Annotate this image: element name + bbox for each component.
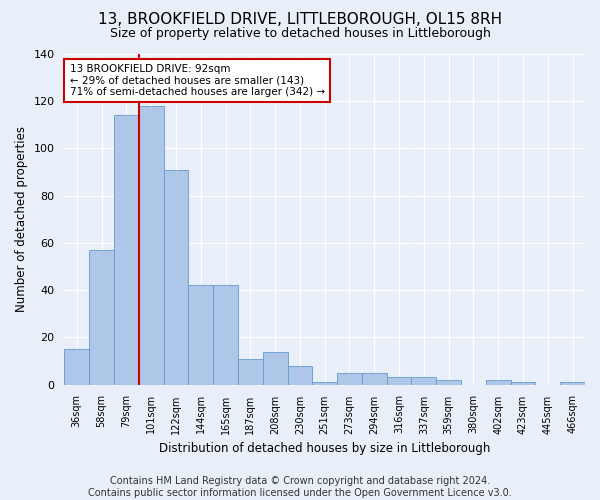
Text: Contains HM Land Registry data © Crown copyright and database right 2024.
Contai: Contains HM Land Registry data © Crown c…	[88, 476, 512, 498]
Bar	[412, 378, 436, 384]
Bar	[486, 380, 511, 384]
Bar	[313, 382, 337, 384]
Bar	[287, 366, 313, 384]
Bar	[213, 286, 238, 384]
Text: 13, BROOKFIELD DRIVE, LITTLEBOROUGH, OL15 8RH: 13, BROOKFIELD DRIVE, LITTLEBOROUGH, OL1…	[98, 12, 502, 28]
Bar	[238, 358, 263, 384]
Bar	[362, 373, 386, 384]
X-axis label: Distribution of detached houses by size in Littleborough: Distribution of detached houses by size …	[159, 442, 490, 455]
Bar	[386, 378, 412, 384]
Bar	[263, 352, 287, 384]
Bar	[560, 382, 585, 384]
Bar	[337, 373, 362, 384]
Bar	[188, 286, 213, 384]
Bar	[139, 106, 164, 384]
Text: Size of property relative to detached houses in Littleborough: Size of property relative to detached ho…	[110, 28, 490, 40]
Bar	[164, 170, 188, 384]
Bar	[89, 250, 114, 384]
Bar	[511, 382, 535, 384]
Bar	[114, 116, 139, 384]
Bar	[436, 380, 461, 384]
Bar	[64, 349, 89, 384]
Text: 13 BROOKFIELD DRIVE: 92sqm
← 29% of detached houses are smaller (143)
71% of sem: 13 BROOKFIELD DRIVE: 92sqm ← 29% of deta…	[70, 64, 325, 97]
Y-axis label: Number of detached properties: Number of detached properties	[15, 126, 28, 312]
